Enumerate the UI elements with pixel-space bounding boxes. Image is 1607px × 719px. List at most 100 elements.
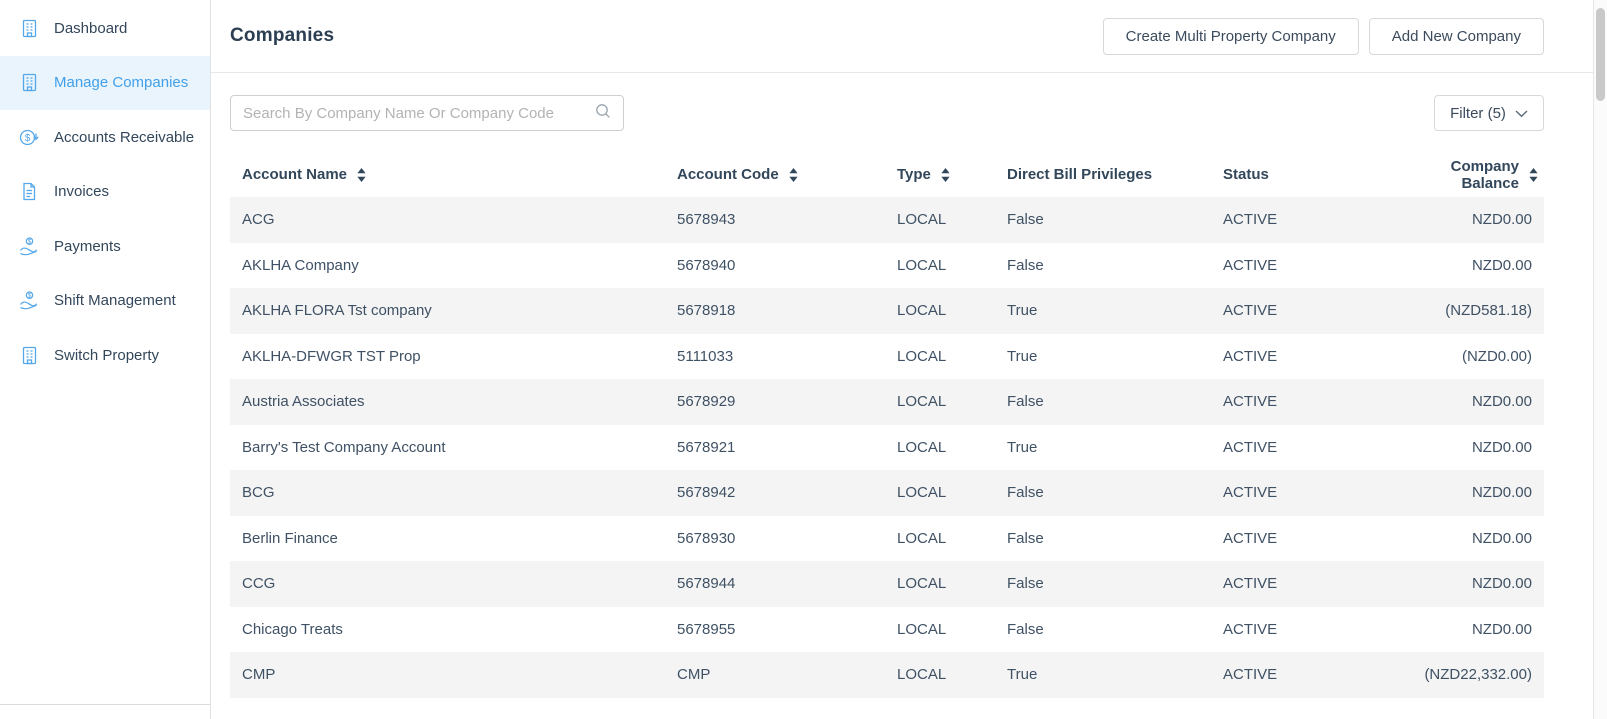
cell-type: LOCAL [897,393,947,411]
table-row[interactable]: AKLHA FLORA Tst company 5678918 LOCAL True A… [230,288,1544,334]
search-input[interactable] [243,104,595,122]
svg-text:$: $ [28,238,32,245]
sidebar-item-label: Invoices [54,183,110,201]
column-header-label: Account Code [677,166,779,183]
cell-balance: NZD0.00 [1471,256,1532,274]
sort-icon[interactable] [789,167,798,182]
cell-balance: (NZD581.18) [1445,302,1532,320]
column-header-type[interactable]: Type [897,166,1007,183]
cell-type: LOCAL [897,302,947,320]
column-header-company-balance[interactable]: Company Balance [1395,158,1544,192]
sidebar-item-shift-management[interactable]: $ Shift Management [0,274,210,329]
cell-type: LOCAL [897,666,947,684]
building-icon [18,18,40,39]
cell-account-code: 5678929 [677,393,736,411]
table-row[interactable]: AKLHA-DFWGR TST Prop 5111033 LOCAL True ACTI… [230,334,1544,380]
vertical-scrollbar[interactable] [1593,0,1607,719]
column-header-label: Account Name [242,166,348,183]
hand-coin-icon: $ [18,236,40,257]
scrollbar-thumb[interactable] [1596,8,1605,101]
cell-balance: NZD0.00 [1471,211,1532,229]
sidebar-divider [0,704,210,705]
companies-table: Account Name Account Code Type Direct Bill … [211,152,1607,698]
sort-icon[interactable] [1529,167,1538,182]
column-header-label: Direct Bill Privileges [1007,166,1153,183]
cell-account-name: ACG [242,211,275,229]
cell-status: ACTIVE [1223,438,1278,456]
dollar-circle-icon: $ [18,127,40,148]
filter-button[interactable]: Filter (5) [1434,95,1544,131]
sidebar-item-invoices[interactable]: Invoices [0,165,210,220]
cell-balance: NZD0.00 [1471,620,1532,638]
cell-status: ACTIVE [1223,666,1278,684]
cell-direct-bill: False [1007,256,1044,274]
column-header-label: Status [1223,166,1269,183]
cell-balance: NZD0.00 [1471,438,1532,456]
column-header-label: Type [897,166,931,183]
cell-direct-bill: False [1007,393,1044,411]
sort-icon[interactable] [357,167,366,182]
table-row[interactable]: BCG 5678942 LOCAL False ACTIVE NZD0.00 [230,470,1544,516]
cell-account-code: 5678943 [677,211,736,229]
cell-account-code: 5678930 [677,529,736,547]
table-row[interactable]: Barry's Test Company Account 5678921 LOCAL… [230,425,1544,471]
cell-direct-bill: True [1007,438,1038,456]
cell-account-name: Berlin Finance [242,529,338,547]
table-row[interactable]: CMP CMP LOCAL True ACTIVE (NZD22,332.00) [230,652,1544,698]
cell-type: LOCAL [897,347,947,365]
cell-balance: NZD0.00 [1471,393,1532,411]
building-icon [18,345,40,366]
cell-type: LOCAL [897,620,947,638]
column-header-direct-bill-privileges: Direct Bill Privileges [1007,166,1223,183]
cell-status: ACTIVE [1223,620,1278,638]
table-row[interactable]: Berlin Finance 5678930 LOCAL False ACTIVE NZD… [230,516,1544,562]
sidebar-item-payments[interactable]: $ Payments [0,219,210,274]
sidebar-item-switch-property[interactable]: Switch Property [0,328,210,383]
cell-account-code: 5678940 [677,256,736,274]
add-new-company-button[interactable]: Add New Company [1368,17,1544,55]
cell-account-code: 5111033 [677,347,734,365]
cell-direct-bill: False [1007,529,1044,547]
cell-balance: (NZD0.00) [1461,347,1532,365]
sidebar-item-label: Switch Property [54,346,160,364]
sidebar-item-accounts-receivable[interactable]: $ Accounts Receivable [0,110,210,165]
cell-account-name: AKLHA-DFWGR TST Prop [242,347,421,365]
cell-status: ACTIVE [1223,211,1278,229]
cell-direct-bill: True [1007,347,1038,365]
main-content: Companies Create Multi Property Company … [211,0,1607,719]
svg-text:$: $ [28,293,32,300]
cell-type: LOCAL [897,438,947,456]
cell-account-code: 5678942 [677,484,736,502]
column-header-account-code[interactable]: Account Code [677,166,897,183]
cell-type: LOCAL [897,211,947,229]
toolbar: Filter (5) [211,73,1607,152]
cell-account-code: CMP [677,666,711,684]
sort-icon[interactable] [941,167,950,182]
table-row[interactable]: AKLHA Company 5678940 LOCAL False ACTIVE NZD0… [230,243,1544,289]
invoice-icon [18,181,40,202]
page-title: Companies [230,25,335,46]
cell-account-code: 5678921 [677,438,736,456]
cell-account-name: CCG [242,575,276,593]
create-multi-property-company-button[interactable]: Create Multi Property Company [1102,17,1359,55]
cell-account-name: Austria Associates [242,393,365,411]
sidebar-item-manage-companies[interactable]: Manage Companies [0,55,210,110]
chevron-down-icon [1515,105,1528,122]
table-row[interactable]: Chicago Treats 5678955 LOCAL False ACTIVE NZD… [230,607,1544,653]
page-header: Companies Create Multi Property Company … [211,0,1607,73]
cell-status: ACTIVE [1223,575,1278,593]
table-row[interactable]: ACG 5678943 LOCAL False ACTIVE NZD0.00 [230,197,1544,243]
table-row[interactable]: Austria Associates 5678929 LOCAL False ACTIV… [230,379,1544,425]
search-box[interactable] [230,95,624,131]
sidebar-item-label: Manage Companies [54,74,189,92]
table-row[interactable]: CCG 5678944 LOCAL False ACTIVE NZD0.00 [230,561,1544,607]
sidebar-item-label: Accounts Receivable [54,128,195,146]
cell-balance: NZD0.00 [1471,529,1532,547]
column-header-account-name[interactable]: Account Name [230,166,677,183]
sidebar-item-dashboard[interactable]: Dashboard [0,1,210,56]
sidebar-item-label: Shift Management [54,292,176,310]
sidebar-item-label: Payments [54,237,121,255]
cell-balance: NZD0.00 [1471,484,1532,502]
table-header-row: Account Name Account Code Type Direct Bill … [230,152,1544,197]
cell-status: ACTIVE [1223,256,1278,274]
